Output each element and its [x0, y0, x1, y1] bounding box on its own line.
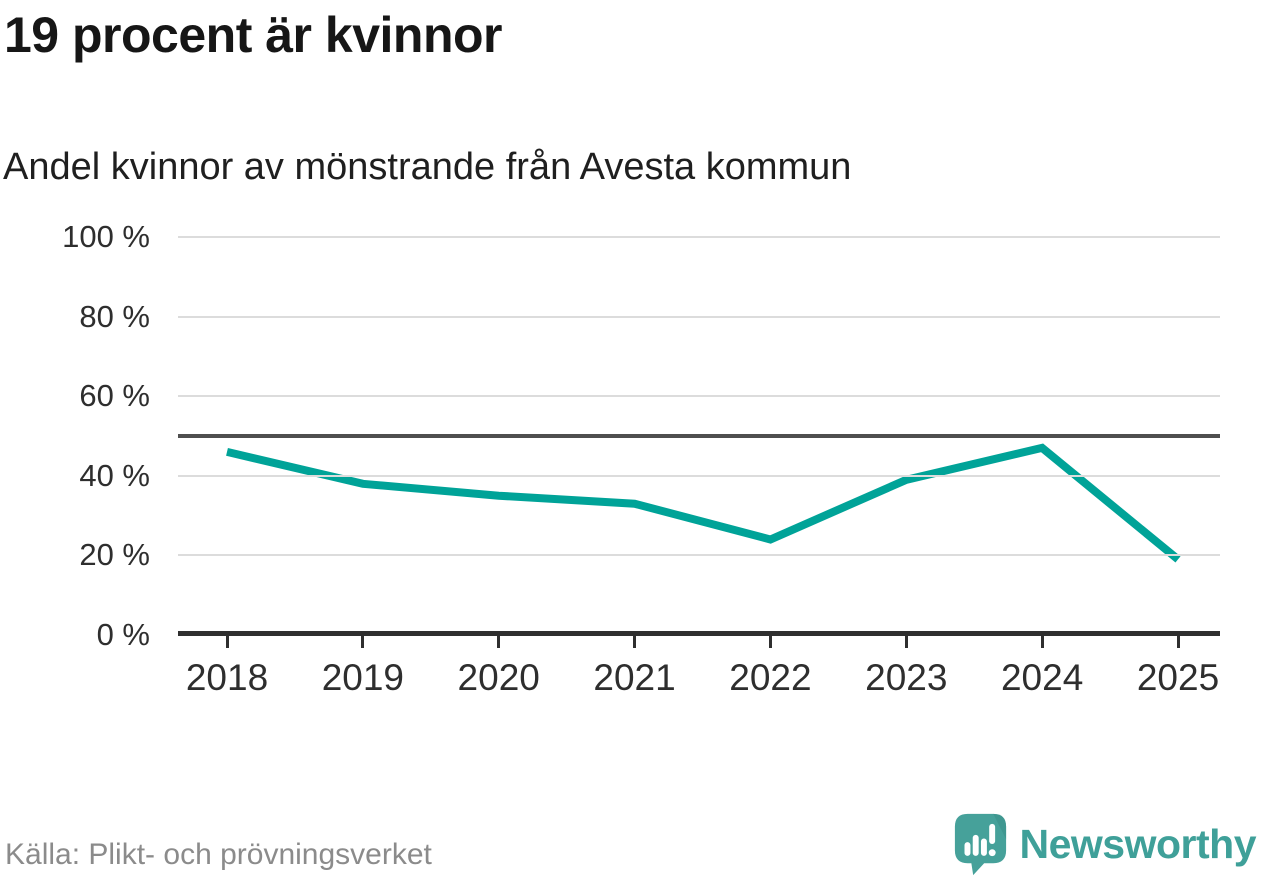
y-tick-label-20: 20 % — [79, 537, 150, 573]
source-note: Källa: Plikt- och prövningsverket — [5, 838, 432, 871]
logo-exclamation-dot — [988, 849, 996, 857]
logo-bar-1 — [964, 842, 970, 856]
series-line — [226, 443, 1181, 563]
plot-area — [178, 236, 1220, 648]
gridline-40 — [178, 474, 1220, 477]
x-tick-label-2025: 2025 — [1136, 657, 1220, 698]
gridline-60 — [178, 395, 1220, 398]
logo-exclamation-bar — [988, 823, 995, 844]
x-tick-label-2021: 2021 — [593, 657, 676, 698]
y-tick-label-80: 80 % — [79, 298, 150, 334]
x-tick-2024 — [1040, 635, 1044, 648]
y-tick-label-100: 100 % — [62, 219, 150, 254]
y-axis-labels: 0 % 20 % 40 % 60 % 80 % 100 % — [0, 219, 150, 652]
x-tick-label-2019: 2019 — [321, 657, 404, 698]
newsworthy-wordmark: Newsworthy — [1019, 820, 1257, 867]
x-tick-2019 — [361, 635, 365, 648]
x-tick-2018 — [225, 635, 229, 648]
logo-bar-3 — [980, 838, 987, 856]
x-tick-2020 — [497, 635, 501, 648]
data-line — [226, 443, 1181, 563]
chart-subtitle: Andel kvinnor av mönstrande från Avesta … — [3, 146, 852, 188]
x-tick-label-2018: 2018 — [185, 657, 269, 698]
logo-bar-2 — [972, 834, 979, 856]
gridline-80 — [178, 315, 1220, 318]
gridline-20 — [178, 554, 1220, 557]
newsworthy-logo: Newsworthy — [953, 812, 1257, 876]
x-tick-2021 — [633, 635, 637, 648]
x-tick-label-2020: 2020 — [457, 657, 540, 698]
x-axis-labels: 2018 2019 2020 2021 2022 2023 2024 2025 — [178, 657, 1220, 707]
x-tick-label-2022: 2022 — [729, 657, 812, 698]
x-tick-label-2023: 2023 — [865, 657, 948, 698]
newsworthy-logo-icon — [954, 813, 1006, 876]
gridline-100 — [178, 236, 1220, 238]
x-axis-line — [178, 631, 1220, 636]
x-tick-label-2024: 2024 — [1000, 657, 1084, 698]
x-tick-2023 — [904, 635, 908, 648]
chart-title: 19 procent är kvinnor — [4, 7, 503, 63]
reference-line-50 — [178, 434, 1220, 438]
y-tick-label-40: 40 % — [79, 457, 150, 493]
x-tick-2022 — [768, 635, 772, 648]
x-tick-2025 — [1176, 635, 1180, 648]
y-tick-label-60: 60 % — [79, 378, 150, 414]
y-tick-label-0: 0 % — [96, 617, 150, 652]
